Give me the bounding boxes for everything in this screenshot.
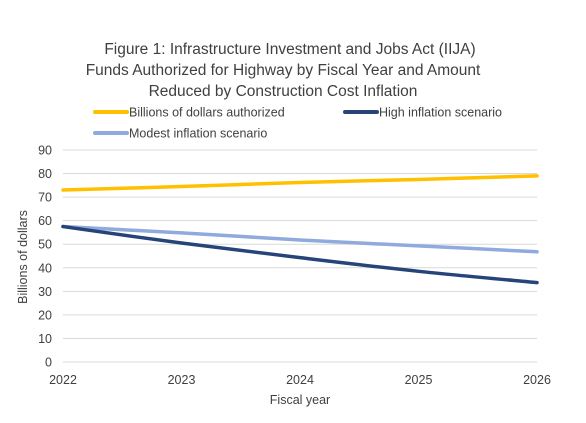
series-line-billions-authorized xyxy=(61,174,539,192)
legend-label-modest-inflation: Modest inflation scenario xyxy=(129,127,267,141)
series-lines xyxy=(61,174,539,285)
x-tick-label: 2024 xyxy=(286,373,314,387)
y-tick-label: 30 xyxy=(38,285,52,299)
x-tick-label: 2022 xyxy=(49,373,77,387)
y-tick-label: 40 xyxy=(38,261,52,275)
x-tick-label: 2026 xyxy=(523,373,551,387)
series-line-modest-inflation xyxy=(61,224,539,254)
y-tick-label: 10 xyxy=(38,332,52,346)
chart-legend: Billions of dollars authorized High infl… xyxy=(93,106,502,141)
chart-title-line-1: Figure 1: Infrastructure Investment and … xyxy=(104,41,475,58)
x-axis-ticks: 2022 2023 2024 2025 2026 xyxy=(49,373,551,387)
chart-title: Figure 1: Infrastructure Investment and … xyxy=(86,41,481,100)
legend-label-high-inflation: High inflation scenario xyxy=(379,106,502,120)
y-axis-ticks: 0 10 20 30 40 50 60 70 80 90 xyxy=(38,144,52,370)
y-tick-label: 90 xyxy=(38,144,52,158)
y-tick-label: 70 xyxy=(38,191,52,205)
x-tick-label: 2023 xyxy=(168,373,196,387)
y-tick-label: 0 xyxy=(45,356,52,370)
gridlines xyxy=(63,149,537,363)
y-tick-label: 50 xyxy=(38,238,52,252)
y-axis-label: Billions of dollars xyxy=(16,210,30,304)
y-tick-label: 60 xyxy=(38,214,52,228)
legend-label-billions-authorized: Billions of dollars authorized xyxy=(129,106,285,120)
y-tick-label: 80 xyxy=(38,167,52,181)
x-axis-label: Fiscal year xyxy=(270,393,330,407)
chart-title-line-3: Reduced by Construction Cost Inflation xyxy=(149,83,418,100)
series-line-high-inflation xyxy=(61,224,539,285)
chart-title-line-2: Funds Authorized for Highway by Fiscal Y… xyxy=(86,62,481,79)
y-tick-label: 20 xyxy=(38,308,52,322)
x-tick-label: 2025 xyxy=(405,373,433,387)
